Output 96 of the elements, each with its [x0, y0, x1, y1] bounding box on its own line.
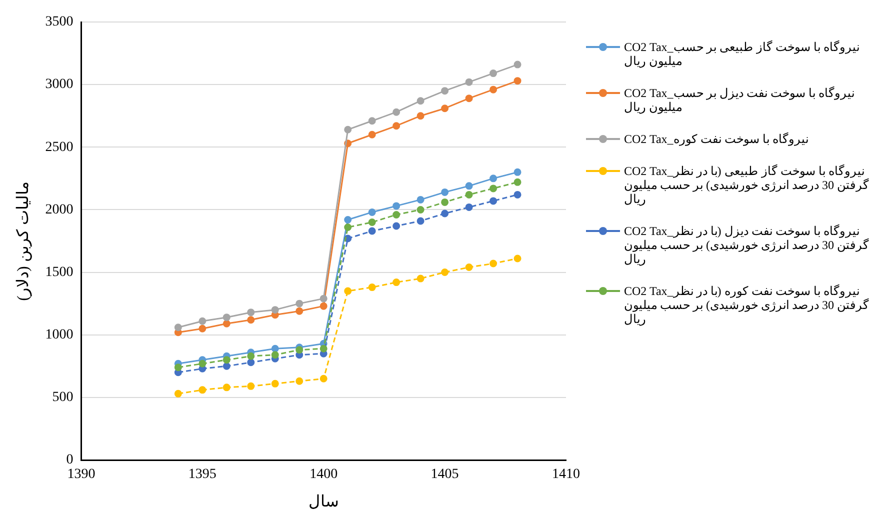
- point: [392, 202, 400, 210]
- point: [490, 260, 498, 268]
- point: [416, 274, 424, 282]
- point: [392, 122, 400, 130]
- point: [465, 203, 473, 211]
- point: [465, 182, 473, 190]
- point: [271, 306, 279, 314]
- point: [514, 77, 522, 85]
- point: [198, 324, 206, 332]
- point: [174, 390, 182, 398]
- y-tick-label: 1000: [45, 328, 74, 343]
- point: [490, 86, 498, 94]
- point: [441, 210, 449, 218]
- point: [368, 284, 376, 292]
- point: [247, 308, 255, 316]
- point: [296, 307, 304, 315]
- point: [222, 362, 230, 370]
- point: [441, 87, 449, 95]
- point: [174, 364, 182, 372]
- x-axis-title: سال: [308, 494, 339, 511]
- point: [490, 184, 498, 192]
- y-tick-label: 3000: [45, 77, 74, 92]
- point: [465, 78, 473, 86]
- legend-label: CO2 Tax_نیروگاه با سوخت نفت کوره (با در نظر گرفتن 30 درصد انرژی خورشیدی) بر حسب میلیون ریال: [624, 284, 870, 326]
- point: [344, 287, 352, 295]
- point: [247, 358, 255, 366]
- point: [514, 60, 522, 68]
- point: [222, 356, 230, 364]
- point: [392, 222, 400, 230]
- point: [198, 360, 206, 368]
- x-tick-label: 1410: [552, 467, 580, 482]
- legend-label: CO2 Tax_نیروگاه با سوخت نفت کوره: [624, 132, 808, 146]
- y-tick-label: 3500: [45, 14, 74, 30]
- point: [271, 380, 279, 388]
- point: [441, 188, 449, 196]
- point: [392, 278, 400, 286]
- point: [490, 70, 498, 78]
- point: [222, 314, 230, 322]
- point: [392, 210, 400, 218]
- y-tick-label: 1500: [45, 264, 74, 280]
- point: [222, 384, 230, 392]
- point: [320, 344, 328, 352]
- point: [247, 382, 255, 390]
- point: [174, 324, 182, 332]
- point: [198, 317, 206, 325]
- point: [514, 254, 522, 262]
- x-tick-label: 1400: [310, 467, 338, 482]
- point: [441, 198, 449, 206]
- point: [490, 197, 498, 205]
- point: [416, 196, 424, 204]
- x-tick-label: 1390: [67, 467, 96, 482]
- legend-label: CO2 Tax_نیروگاه با سوخت گاز طبیعی بر حسب میلیون ریال: [624, 40, 860, 68]
- point: [271, 344, 279, 352]
- point: [368, 130, 376, 138]
- point: [416, 97, 424, 105]
- legend-label: CO2 Tax_نیروگاه با سوخت گاز طبیعی (با در نظر گرفتن 30 درصد انرژی خورشیدی) بر حسب میلیون ریال: [624, 164, 870, 206]
- point: [490, 174, 498, 182]
- y-tick-label: 0: [66, 452, 74, 468]
- point: [368, 227, 376, 235]
- point: [344, 126, 352, 134]
- point: [296, 300, 304, 308]
- point: [368, 218, 376, 226]
- point: [416, 217, 424, 225]
- y-tick-label: 2000: [45, 202, 74, 218]
- point: [296, 346, 304, 354]
- point: [368, 208, 376, 216]
- point: [320, 294, 328, 302]
- y-tick-label: 500: [52, 390, 74, 406]
- point: [416, 112, 424, 120]
- point: [514, 190, 522, 198]
- point: [465, 264, 473, 272]
- point: [320, 302, 328, 310]
- point: [344, 216, 352, 224]
- x-tick-label: 1395: [188, 467, 216, 482]
- point: [441, 268, 449, 276]
- point: [271, 351, 279, 359]
- y-tick-label: 2500: [45, 140, 74, 155]
- legend-label: CO2 Tax_نیروگاه با سوخت نفت دیزل بر حسب میلیون ریال: [624, 86, 856, 114]
- point: [392, 108, 400, 116]
- point: [320, 374, 328, 382]
- point: [465, 190, 473, 198]
- point: [247, 316, 255, 324]
- point: [247, 352, 255, 360]
- y-axis-title: مالیات کربن (دلار): [14, 181, 32, 301]
- legend-label: CO2 Tax_نیروگاه با سوخت نفت دیزل (با در نظر گرفتن 30 درصد انرژی خورشیدی) بر حسب میلیون ریال: [624, 224, 870, 266]
- point: [368, 117, 376, 125]
- point: [222, 320, 230, 328]
- point: [465, 94, 473, 102]
- point: [441, 104, 449, 112]
- x-tick-label: 1405: [430, 467, 459, 482]
- point: [198, 386, 206, 394]
- point: [514, 178, 522, 186]
- point: [344, 223, 352, 231]
- point: [296, 377, 304, 385]
- point: [416, 206, 424, 214]
- point: [514, 168, 522, 176]
